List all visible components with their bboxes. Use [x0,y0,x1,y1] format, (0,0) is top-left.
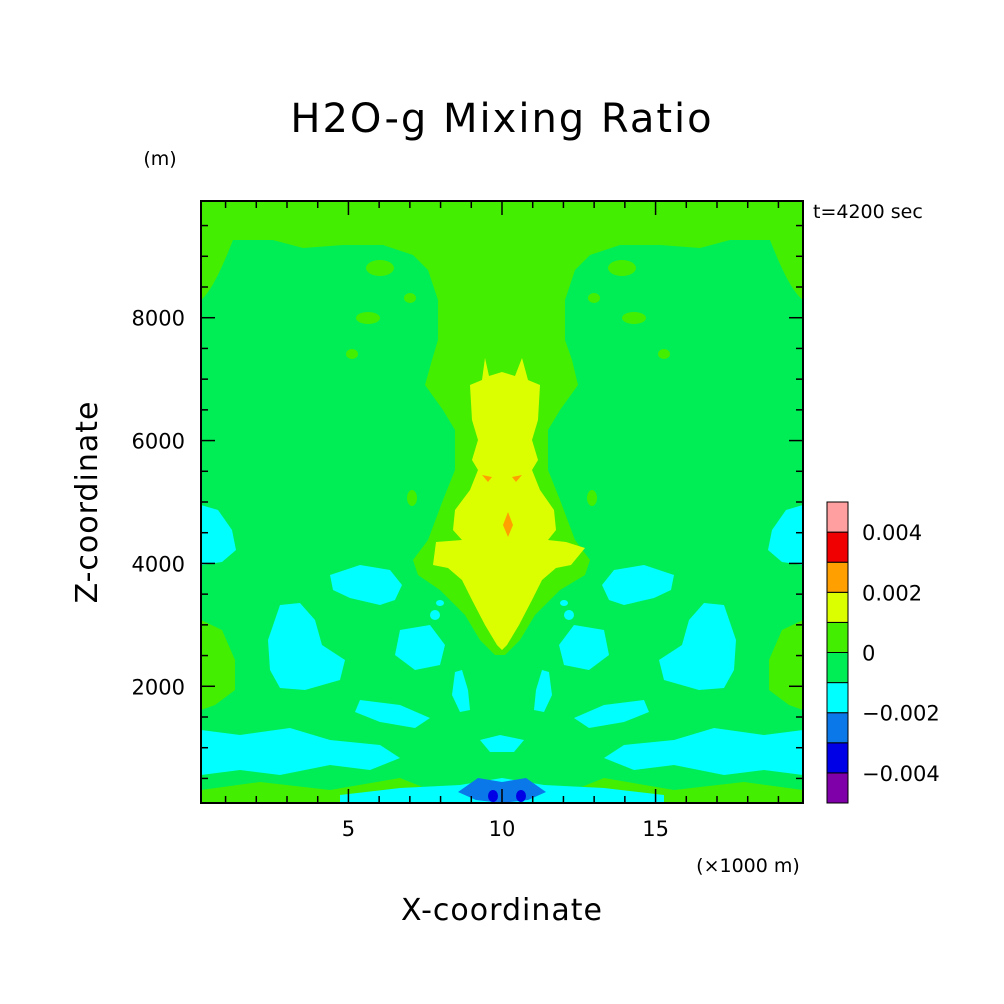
contour-cyan-patch [534,670,552,712]
contour-small-patch [587,490,597,506]
y-tick-label: 8000 [132,307,185,331]
colorbar-swatch [826,772,849,804]
contour-orange-spot [503,512,513,537]
colorbar-tick-label: 0.002 [862,581,922,605]
contour-cyan-left-edge [201,505,236,565]
axis-ticks [201,201,803,803]
contour-small-patch [356,312,380,324]
contour-small-patch [658,349,670,359]
contour-cyan-patch [559,625,609,670]
colorbar-swatch [826,561,849,593]
colorbar-swatch [826,501,849,533]
colorbar-swatch [826,621,849,654]
contour-small-patch [622,312,646,324]
colorbar-swatch [826,742,849,774]
contour-cyan-patch [602,565,674,605]
axis-tick-labels: 5 10 15 2000 4000 6000 8000 [132,307,669,841]
chart-title: H2O-g Mixing Ratio [290,96,713,142]
contour-cyan-patch [330,565,402,605]
contour-small-patch [366,260,394,276]
y-unit-label: (m) [143,148,176,170]
contour-orange-spot [512,475,522,482]
contour-cyan-band [574,700,649,728]
contour-small-patch [588,293,600,303]
contour-cyan-spot [560,600,568,606]
contour-field [201,201,803,803]
contour-cyan-patch [452,670,470,712]
colorbar-swatch [826,531,849,563]
contour-cyan-band [480,735,524,752]
x-tick-label: 15 [642,817,669,841]
contour-small-patch [404,293,416,303]
contour-orange-spot [482,475,492,482]
colorbar-tick-label: 0.004 [862,521,922,545]
contour-small-patch [407,490,417,506]
contour-cyan-spot [564,610,574,620]
contour-right-edge-band [769,620,803,710]
contour-cyan-spot [436,600,444,606]
contour-small-patch [346,349,358,359]
contour-cyan-patch [268,603,345,690]
y-axis-label: Z-coordinate [70,401,105,604]
time-label: t=4200 sec [813,201,923,223]
contour-deep-blue-spot [488,790,498,802]
contour-cyan-patch [395,625,445,670]
y-tick-label: 2000 [132,675,185,699]
contour-cyan-right-edge [768,505,803,565]
colorbar-swatch [826,591,849,623]
contour-cyan-band [604,728,803,775]
y-tick-label: 6000 [132,430,185,454]
x-unit-label: (×1000 m) [696,855,800,877]
contour-left-edge-band [201,620,235,710]
colorbar-swatch [826,712,849,744]
contour-small-patch [608,260,636,276]
contour-deep-blue-spot [516,790,526,802]
contour-cyan-band [355,700,430,728]
contour-cyan-spot [430,610,440,620]
contour-cyan-patch [659,603,736,690]
contour-cyan-band [201,728,400,775]
colorbar: −0.004 −0.002 0 0.002 0.004 [826,501,940,804]
colorbar-tick-label: 0 [862,642,875,666]
x-axis-label: X-coordinate [401,893,603,928]
colorbar-tick-label: −0.004 [862,762,940,786]
colorbar-swatch [826,652,849,684]
contour-core [433,358,585,650]
colorbar-swatch [826,682,849,714]
x-tick-label: 5 [342,817,355,841]
x-tick-label: 10 [489,817,516,841]
y-tick-label: 4000 [132,552,185,576]
colorbar-tick-label: −0.002 [862,702,940,726]
